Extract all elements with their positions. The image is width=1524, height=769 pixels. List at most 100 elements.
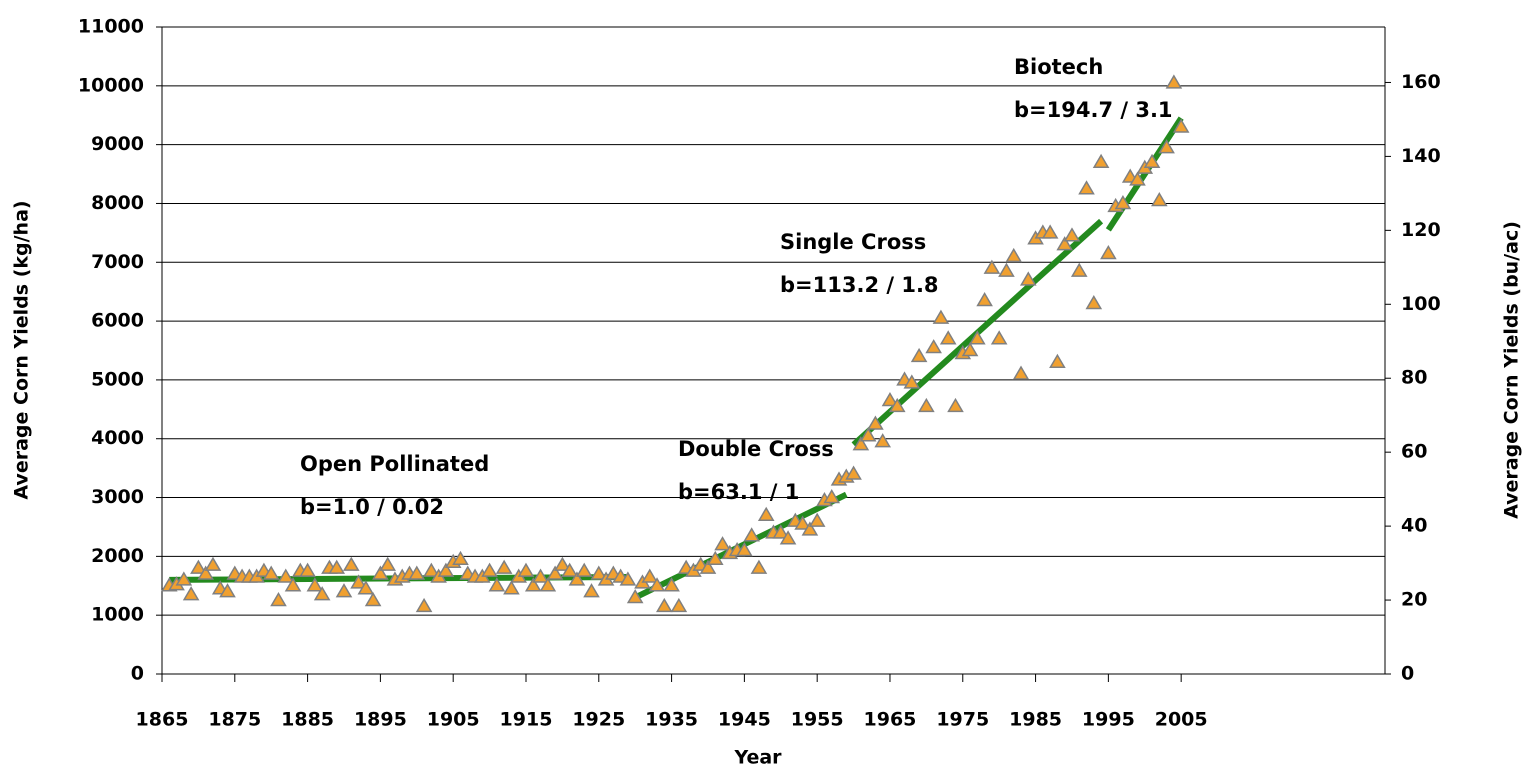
y-tick-label: 2000 bbox=[91, 545, 144, 567]
data-point bbox=[299, 562, 316, 577]
data-point bbox=[313, 586, 331, 601]
data-point bbox=[859, 427, 877, 442]
data-point bbox=[532, 568, 549, 583]
x-tick-label: 1945 bbox=[718, 709, 771, 731]
data-point bbox=[277, 568, 295, 583]
data-point bbox=[1172, 118, 1190, 133]
data-point bbox=[743, 527, 760, 542]
data-point bbox=[1063, 227, 1081, 242]
data-point bbox=[554, 556, 571, 571]
data-point bbox=[1041, 224, 1059, 239]
data-point bbox=[706, 550, 724, 566]
data-point bbox=[1151, 192, 1168, 207]
data-point bbox=[867, 415, 884, 430]
data-point bbox=[750, 559, 768, 574]
data-point bbox=[415, 597, 433, 613]
data-point bbox=[481, 562, 498, 577]
data-point bbox=[1078, 180, 1095, 195]
data-point bbox=[197, 565, 214, 580]
data-point bbox=[575, 562, 593, 577]
data-point bbox=[626, 589, 644, 604]
y-tick-label: 1000 bbox=[91, 604, 144, 626]
y-tick-label: 4000 bbox=[91, 427, 144, 449]
y2-tick-label: 140 bbox=[1401, 145, 1441, 167]
data-point bbox=[1158, 139, 1175, 154]
annotation-title: Double Cross bbox=[678, 437, 834, 461]
data-point bbox=[794, 515, 811, 530]
x-tick-label: 1995 bbox=[1082, 709, 1135, 731]
data-point bbox=[408, 565, 426, 580]
data-point bbox=[524, 577, 542, 592]
data-point bbox=[357, 580, 375, 595]
annotation-slope: b=113.2 / 1.8 bbox=[780, 273, 939, 297]
data-point bbox=[801, 521, 819, 536]
y2-tick-label: 100 bbox=[1401, 293, 1441, 315]
annotation-title: Open Pollinated bbox=[300, 452, 489, 476]
data-point bbox=[1005, 247, 1023, 263]
y-tick-label: 0 bbox=[131, 663, 144, 685]
y2-axis-title: Average Corn Yields (bu/ac) bbox=[1501, 221, 1523, 519]
annotation-title: Biotech bbox=[1014, 55, 1103, 79]
annotation-title: Single Cross bbox=[780, 230, 926, 254]
data-point bbox=[1092, 153, 1110, 169]
data-point bbox=[452, 550, 469, 566]
x-tick-label: 1905 bbox=[427, 709, 480, 731]
trend-line bbox=[633, 491, 848, 601]
data-point bbox=[903, 374, 921, 389]
x-tick-label: 1925 bbox=[572, 709, 625, 731]
x-tick-label: 1895 bbox=[354, 709, 407, 731]
data-point bbox=[262, 565, 280, 580]
x-tick-label: 1985 bbox=[1009, 709, 1062, 731]
x-tick-label: 1935 bbox=[645, 709, 698, 731]
data-point bbox=[1019, 271, 1037, 286]
y-axis-title: Average Corn Yields (kg/ha) bbox=[11, 200, 33, 499]
y-tick-label: 10000 bbox=[78, 74, 144, 96]
data-point bbox=[699, 559, 717, 574]
data-point bbox=[590, 565, 608, 580]
y-tick-label: 3000 bbox=[91, 486, 144, 508]
y2-tick-label: 60 bbox=[1401, 441, 1427, 463]
data-point bbox=[539, 577, 557, 592]
data-point bbox=[641, 568, 659, 583]
y-tick-label: 7000 bbox=[91, 251, 144, 273]
y-tick-label: 6000 bbox=[91, 310, 144, 332]
data-point bbox=[372, 565, 389, 580]
y2-tick-label: 0 bbox=[1401, 663, 1414, 685]
data-point bbox=[306, 577, 324, 592]
x-tick-label: 1975 bbox=[936, 709, 989, 731]
data-point bbox=[655, 597, 673, 613]
data-point bbox=[190, 559, 207, 574]
trend-line bbox=[1105, 116, 1184, 232]
annotation-slope: b=1.0 / 0.02 bbox=[300, 495, 444, 519]
data-point bbox=[1100, 244, 1117, 260]
data-point bbox=[918, 397, 935, 413]
data-point bbox=[1070, 262, 1088, 277]
y2-tick-label: 120 bbox=[1401, 219, 1441, 241]
data-point bbox=[561, 562, 578, 577]
data-point bbox=[990, 330, 1008, 345]
data-point bbox=[670, 597, 688, 613]
data-point bbox=[270, 591, 287, 607]
data-point bbox=[175, 571, 193, 586]
data-point bbox=[925, 339, 942, 354]
y-tick-label: 8000 bbox=[91, 192, 144, 214]
data-point bbox=[284, 577, 302, 592]
data-point bbox=[423, 562, 440, 577]
data-point bbox=[932, 309, 950, 324]
data-point bbox=[888, 397, 906, 413]
data-point bbox=[910, 347, 928, 363]
data-point bbox=[845, 465, 862, 480]
x-tick-label: 1885 bbox=[281, 709, 334, 731]
y2-tick-label: 160 bbox=[1401, 71, 1441, 93]
x-tick-label: 1865 bbox=[136, 709, 189, 731]
data-point bbox=[983, 259, 1001, 274]
x-tick-label: 1915 bbox=[500, 709, 553, 731]
data-point bbox=[328, 559, 346, 574]
data-point bbox=[1165, 74, 1183, 89]
data-point bbox=[437, 562, 455, 577]
data-point bbox=[568, 571, 586, 586]
data-point bbox=[1056, 236, 1073, 251]
y2-tick-label: 80 bbox=[1401, 367, 1427, 389]
data-point bbox=[1012, 365, 1030, 380]
